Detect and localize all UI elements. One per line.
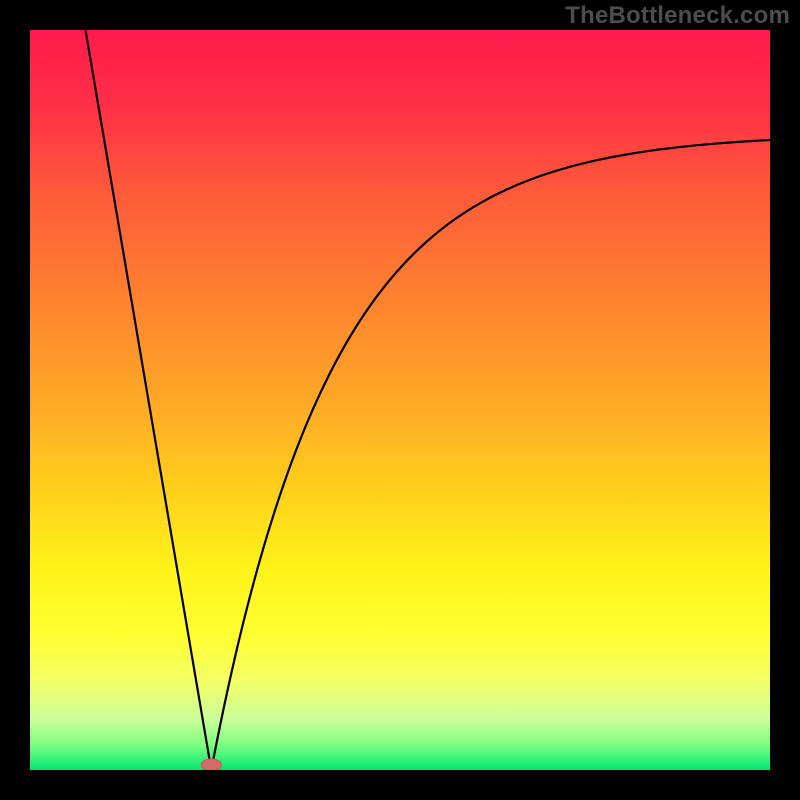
minimum-marker	[201, 759, 221, 771]
plot-background	[30, 30, 770, 770]
chart-frame: TheBottleneck.com	[0, 0, 800, 800]
bottleneck-chart-svg	[0, 0, 800, 800]
